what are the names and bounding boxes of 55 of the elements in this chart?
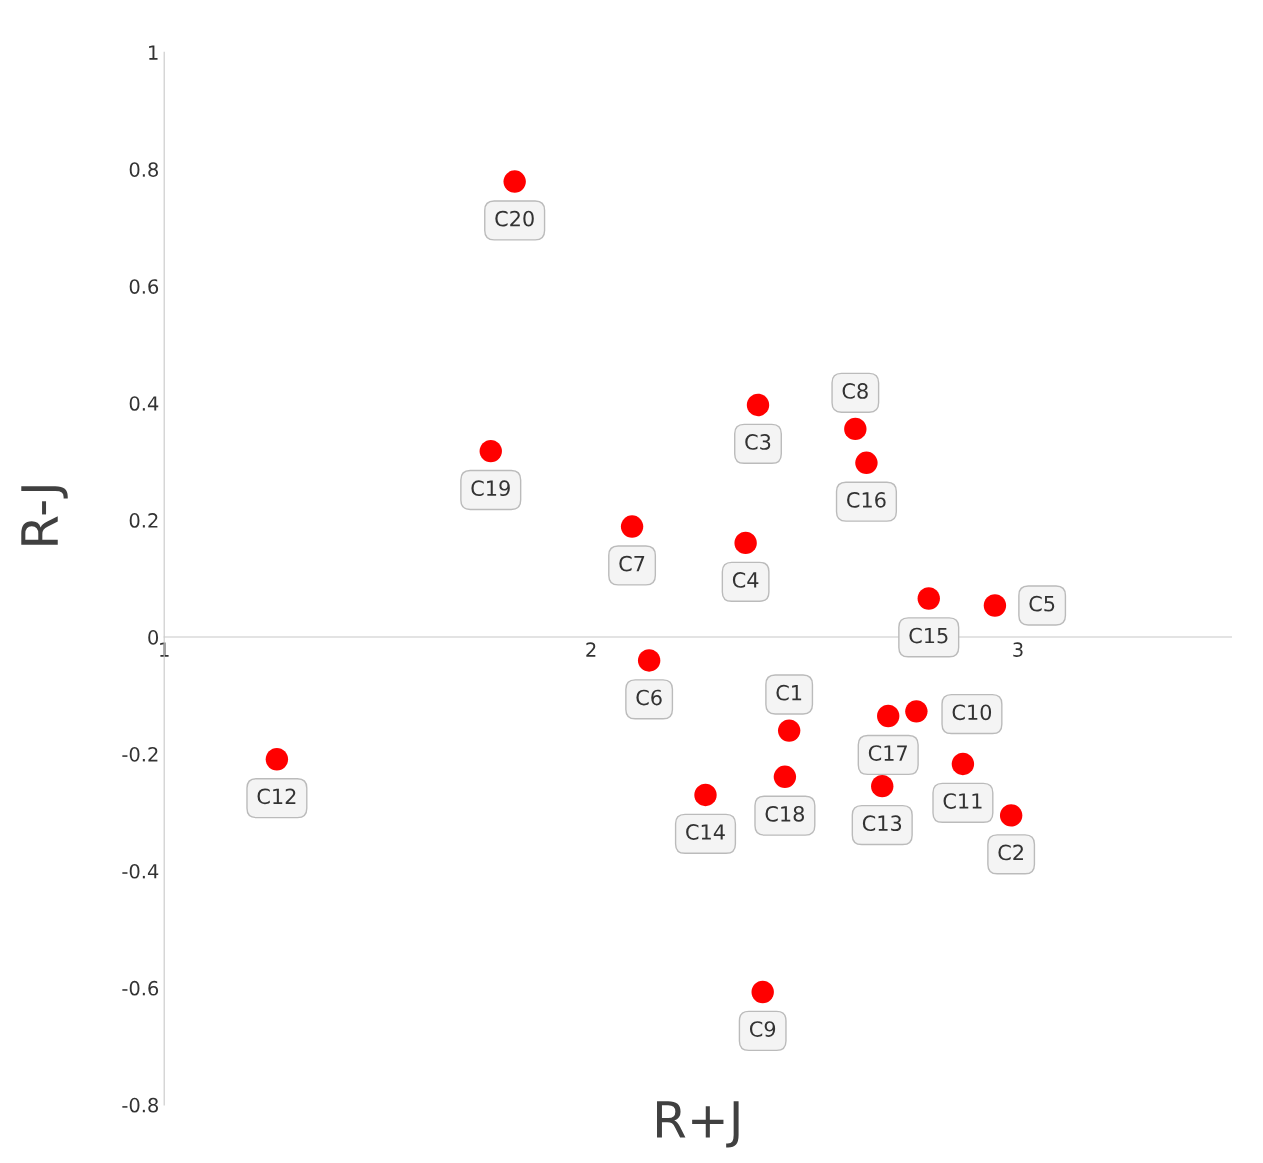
point bbox=[917, 587, 940, 610]
annotation: C20 bbox=[495, 210, 534, 227]
annotation: C7 bbox=[619, 555, 645, 572]
y-tick-label: -0.6 bbox=[122, 980, 159, 996]
annotation: C6 bbox=[636, 689, 662, 706]
point bbox=[773, 765, 797, 789]
point bbox=[905, 700, 928, 723]
annotation: C12 bbox=[257, 788, 296, 805]
point bbox=[751, 980, 774, 1004]
y-tick-label: -0.8 bbox=[122, 1097, 158, 1113]
annotation: C11 bbox=[943, 793, 982, 809]
y-tick-label: -0.2 bbox=[122, 746, 158, 762]
annotation: C1 bbox=[776, 684, 802, 701]
annotation: C5 bbox=[1029, 595, 1055, 612]
annotation: C19 bbox=[471, 480, 510, 497]
point bbox=[694, 783, 717, 807]
point bbox=[844, 417, 867, 441]
y-tick-label: 0 bbox=[148, 630, 159, 645]
point bbox=[855, 451, 878, 475]
y-tick-label: 0.6 bbox=[129, 279, 159, 294]
x-axis-title: R+J bbox=[657, 1101, 739, 1148]
annotation: C10 bbox=[952, 704, 992, 721]
point bbox=[620, 515, 644, 538]
annotation: C16 bbox=[847, 491, 886, 508]
annotation: C2 bbox=[998, 844, 1023, 861]
y-tick-label: -0.4 bbox=[122, 863, 159, 879]
point bbox=[503, 170, 526, 193]
point bbox=[871, 774, 894, 798]
point bbox=[746, 393, 770, 417]
point bbox=[734, 531, 757, 555]
annotation: C4 bbox=[732, 572, 759, 588]
annotation: C18 bbox=[765, 805, 804, 822]
point bbox=[479, 439, 502, 463]
point bbox=[777, 719, 801, 742]
point bbox=[999, 804, 1023, 827]
annotation: C8 bbox=[842, 383, 868, 399]
y-tick-label: 0.8 bbox=[129, 162, 158, 177]
annotation: C13 bbox=[862, 815, 902, 832]
y-axis-title: R-J bbox=[21, 486, 68, 545]
annotation: C3 bbox=[745, 434, 771, 450]
point bbox=[265, 748, 289, 771]
annotation: C17 bbox=[868, 745, 907, 761]
x-tick-label: 1 bbox=[160, 642, 169, 657]
point bbox=[637, 649, 661, 672]
point bbox=[951, 752, 975, 776]
annotation: C15 bbox=[909, 627, 948, 644]
annotation: C9 bbox=[749, 1021, 776, 1037]
x-tick-label: 3 bbox=[1013, 642, 1023, 657]
y-tick-label: 1 bbox=[149, 45, 158, 60]
point bbox=[983, 594, 1007, 617]
y-tick-label: 0.2 bbox=[129, 513, 158, 528]
annotation: C14 bbox=[686, 824, 725, 840]
y-tick-label: 0.4 bbox=[129, 396, 159, 411]
point bbox=[877, 704, 900, 728]
x-tick-label: 2 bbox=[586, 642, 596, 657]
